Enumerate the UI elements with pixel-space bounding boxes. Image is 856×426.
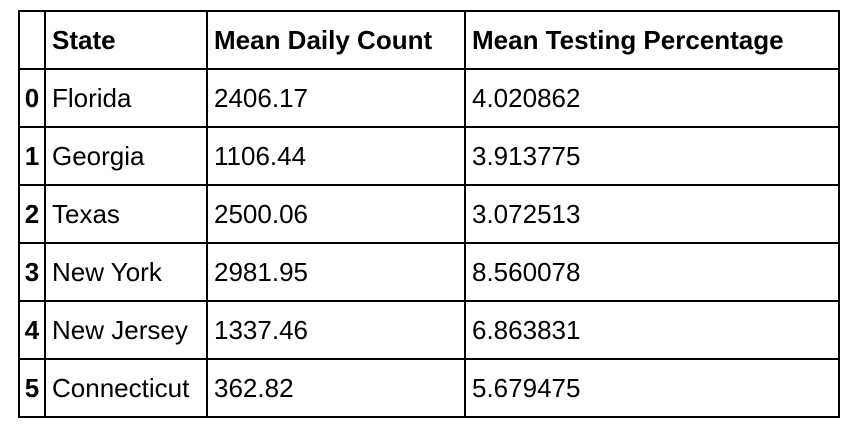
row-index: 0 xyxy=(18,68,46,128)
cell-state: New York xyxy=(44,242,208,302)
dataframe-table: State Mean Daily Count Mean Testing Perc… xyxy=(18,10,840,418)
table-row: 2 Texas 2500.06 3.072513 xyxy=(18,184,840,244)
cell-mean-daily-count: 2981.95 xyxy=(206,242,466,302)
column-header-mean-testing-percentage: Mean Testing Percentage xyxy=(464,10,840,70)
cell-mean-testing-percentage: 4.020862 xyxy=(464,68,840,128)
cell-mean-daily-count: 362.82 xyxy=(206,358,466,418)
cell-mean-testing-percentage: 5.679475 xyxy=(464,358,840,418)
cell-mean-daily-count: 1106.44 xyxy=(206,126,466,186)
table-row: 3 New York 2981.95 8.560078 xyxy=(18,242,840,302)
cell-mean-testing-percentage: 3.913775 xyxy=(464,126,840,186)
cell-state: Florida xyxy=(44,68,208,128)
column-header-mean-daily-count: Mean Daily Count xyxy=(206,10,466,70)
row-index: 3 xyxy=(18,242,46,302)
row-index: 5 xyxy=(18,358,46,418)
table-header: State Mean Daily Count Mean Testing Perc… xyxy=(18,10,840,70)
row-index: 2 xyxy=(18,184,46,244)
row-index: 1 xyxy=(18,126,46,186)
cell-mean-testing-percentage: 8.560078 xyxy=(464,242,840,302)
table-body: 0 Florida 2406.17 4.020862 1 Georgia 110… xyxy=(18,68,840,418)
cell-mean-daily-count: 2406.17 xyxy=(206,68,466,128)
index-header xyxy=(18,10,46,70)
cell-mean-testing-percentage: 3.072513 xyxy=(464,184,840,244)
table-row: 4 New Jersey 1337.46 6.863831 xyxy=(18,300,840,360)
table-row: 0 Florida 2406.17 4.020862 xyxy=(18,68,840,128)
column-header-state: State xyxy=(44,10,208,70)
cell-state: Georgia xyxy=(44,126,208,186)
cell-state: Texas xyxy=(44,184,208,244)
header-row: State Mean Daily Count Mean Testing Perc… xyxy=(18,10,840,70)
cell-mean-daily-count: 1337.46 xyxy=(206,300,466,360)
cell-state: Connecticut xyxy=(44,358,208,418)
cell-state: New Jersey xyxy=(44,300,208,360)
cell-mean-testing-percentage: 6.863831 xyxy=(464,300,840,360)
row-index: 4 xyxy=(18,300,46,360)
table-row: 1 Georgia 1106.44 3.913775 xyxy=(18,126,840,186)
cell-mean-daily-count: 2500.06 xyxy=(206,184,466,244)
table-row: 5 Connecticut 362.82 5.679475 xyxy=(18,358,840,418)
